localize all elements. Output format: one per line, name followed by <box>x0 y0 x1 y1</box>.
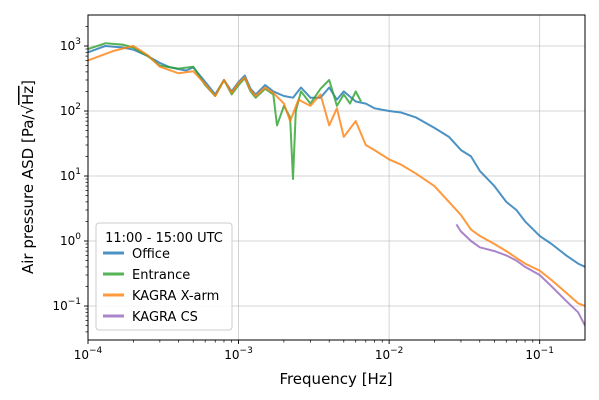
grid <box>87 15 585 340</box>
series-line-entrance <box>88 42 362 180</box>
legend-label-entrance: Entrance <box>132 268 190 283</box>
plot-frame <box>87 14 586 341</box>
y-tick-label: 101 <box>60 167 81 183</box>
x-tick-label: 10−2 <box>375 346 404 362</box>
legend-title: 11:00 - 15:00 UTC <box>105 231 223 246</box>
legend-label-kagra-cs: KAGRA CS <box>132 310 198 325</box>
legend-label-kagra-x-arm: KAGRA X-arm <box>132 289 219 304</box>
series-line-kagra-cs <box>455 223 585 327</box>
legend: 11:00 - 15:00 UTC Office Entrance KAGRA X-… <box>95 222 233 331</box>
y-tick-label: 100 <box>60 232 81 248</box>
y-tick-label: 103 <box>60 37 81 53</box>
y-axis-title: Air pressure ASD [Pa/√Hz] <box>19 80 37 274</box>
series-line-kagra-x-arm <box>88 45 585 307</box>
y-tick-label: 102 <box>60 102 81 118</box>
axis-ticks: 10−4 10−3 10−2 10−1 10−1 100 101 102 103 <box>52 26 554 362</box>
x-tick-label: 10−3 <box>224 346 253 362</box>
series-lines <box>88 42 585 327</box>
x-tick-label: 10−4 <box>74 346 103 362</box>
legend-box <box>95 222 233 331</box>
legend-label-office: Office <box>132 247 170 262</box>
y-tick-label: 10−1 <box>52 297 81 313</box>
x-axis-title: Frequency [Hz] <box>279 370 392 388</box>
x-tick-label: 10−1 <box>525 346 554 362</box>
